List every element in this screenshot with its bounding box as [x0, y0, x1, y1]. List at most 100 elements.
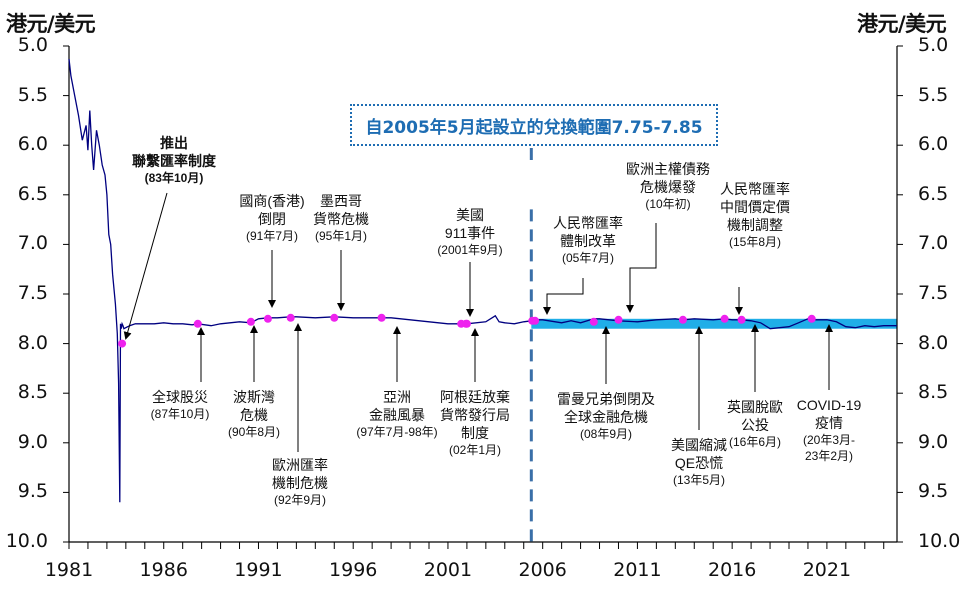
annotation-line: 聯繫匯率制度 — [132, 153, 216, 169]
y-tick-label: 10.0 — [5, 530, 48, 552]
event-marker — [528, 316, 537, 325]
annotation-line: 亞洲 — [382, 389, 411, 405]
annotation-line: 機制危機 — [272, 475, 328, 491]
annotation-date: (91年7月) — [245, 229, 299, 243]
y-tick-label: 8.5 — [17, 381, 48, 404]
annotation-arrow-euro-debt — [626, 223, 657, 313]
annotation-date: (10年初) — [645, 197, 691, 211]
y-tick-label: 7.5 — [918, 282, 949, 304]
y-tick-label: 8.0 — [17, 331, 48, 354]
y-tick-label: 8.5 — [918, 381, 949, 404]
y-tick-label: 10.0 — [918, 530, 961, 552]
x-tick-label: 1986 — [139, 559, 188, 581]
annotation-date: (08年9月) — [579, 427, 632, 441]
annotation-argentina: 阿根廷放棄 貨幣發行局 制度 (02年1月) — [440, 388, 510, 458]
annotation-line: 全球股災 — [151, 389, 208, 405]
event-marker — [589, 317, 598, 326]
convertibility-band — [531, 318, 897, 329]
y-tick-label: 6.0 — [918, 133, 949, 156]
annotation-line: 911事件 — [444, 225, 496, 241]
event-marker — [678, 315, 687, 324]
annotation-line: 雷曼兄弟倒閉及 — [557, 391, 655, 407]
annotation-line: 墨西哥 — [320, 193, 362, 209]
annotation-euro-debt: 歐洲主權債務 危機爆發 (10年初) — [626, 160, 710, 212]
x-tick-label: 1981 — [44, 559, 94, 581]
annotation-date: (87年10月) — [150, 407, 210, 421]
annotation-date: (16年6月) — [728, 435, 781, 449]
annotation-line: 歐洲主權債務 — [626, 161, 710, 177]
annotation-crash-1987: 全球股災 (87年10月) — [151, 388, 210, 422]
annotation-line: 英國脫歐 — [727, 399, 783, 415]
right-axis-unit: 港元/美元 — [857, 12, 947, 36]
annotation-brexit: 英國脫歐 公投 (16年6月) — [727, 398, 783, 450]
annotation-line: 倒閉 — [257, 211, 286, 227]
y-tick-label: 6.5 — [918, 182, 949, 205]
annotation-line: 阿根廷放棄 — [440, 389, 510, 405]
event-marker — [330, 313, 339, 322]
event-marker — [720, 314, 729, 323]
annotation-rmb-2005: 人民幣匯率 體制改革 (05年7月) — [553, 214, 623, 266]
y-tick-label: 5.0 — [918, 34, 949, 56]
event-marker — [461, 319, 470, 328]
x-tick-label: 1996 — [329, 559, 378, 581]
annotation-date: (97年7月-98年) — [356, 425, 438, 439]
annotation-arrow-rmb-2005 — [543, 278, 584, 315]
x-tick-label: 2011 — [613, 559, 662, 581]
annotation-lehman: 雷曼兄弟倒閉及 全球金融危機 (08年9月) — [557, 390, 655, 442]
annotation-rmb-2015: 人民幣匯率 中間價定價 機制調整 (15年8月) — [720, 180, 790, 250]
annotation-line: 公投 — [741, 417, 769, 433]
y-tick-label: 5.5 — [918, 83, 949, 106]
annotation-line: 人民幣匯率 — [720, 181, 790, 197]
annotation-line: 歐洲匯率 — [272, 457, 328, 473]
annotation-line: COVID-19 — [796, 397, 862, 413]
annotation-lerm: 推出 聯繫匯率制度 (83年10月) — [132, 134, 216, 186]
annotation-gulf: 波斯灣 危機 (90年8月) — [228, 388, 280, 440]
annotation-date: (13年5月) — [672, 473, 725, 487]
annotation-line: 推出 — [160, 135, 188, 151]
y-tick-label: 7.0 — [918, 232, 949, 255]
event-marker — [807, 314, 816, 323]
y-tick-label: 6.5 — [17, 182, 48, 205]
annotation-line: 美國 — [456, 207, 484, 223]
annotation-line: QE恐慌 — [674, 455, 724, 471]
annotation-date: (2001年9月) — [437, 243, 503, 257]
y-tick-label: 9.0 — [918, 430, 949, 453]
annotation-line: 波斯灣 — [232, 389, 275, 405]
event-marker — [263, 314, 272, 323]
annotation-asia: 亞洲 金融風暴 (97年7月-98年) — [356, 388, 437, 440]
annotation-line: 危機 — [239, 407, 268, 423]
annotation-line: 全球金融危機 — [564, 409, 648, 425]
annotation-date: 23年2月) — [804, 449, 854, 463]
y-tick-label: 8.0 — [918, 331, 949, 354]
event-marker — [377, 313, 386, 322]
annotation-bcci: 國商(香港) 倒閉 (91年7月) — [239, 192, 304, 244]
x-tick-label: 1991 — [234, 559, 283, 581]
annotation-line: 貨幣危機 — [313, 211, 369, 227]
annotation-line: 人民幣匯率 — [553, 215, 623, 231]
annotation-line: 機制調整 — [727, 217, 783, 233]
event-marker — [286, 313, 295, 322]
annotation-line: 危機爆發 — [640, 179, 696, 195]
annotation-line: 體制改革 — [560, 233, 616, 249]
annotation-date: (02年1月) — [448, 443, 501, 457]
annotation-date: (95年1月) — [314, 229, 367, 243]
y-tick-label: 9.5 — [17, 480, 48, 503]
y-tick-label: 7.5 — [17, 282, 48, 304]
y-tick-label: 5.5 — [17, 83, 48, 106]
annotation-line: 金融風暴 — [368, 407, 425, 423]
event-marker — [737, 315, 746, 324]
x-tick-label: 2021 — [802, 559, 852, 581]
annotation-line: 美國縮減 — [671, 437, 727, 453]
annotation-date: (15年8月) — [728, 235, 781, 249]
annotation-date: (20年3月- — [802, 433, 856, 447]
annotation-line: 國商(香港) — [239, 193, 305, 209]
convertibility-band-note: 自2005年5月起設立的兌換範圍7.75-7.85 — [350, 104, 718, 146]
annotation-arrow — [123, 192, 168, 340]
event-marker — [614, 315, 623, 324]
annotation-date: (92年9月) — [273, 493, 326, 507]
x-tick-label: 2001 — [423, 559, 473, 581]
y-tick-label: 9.0 — [17, 430, 48, 453]
annotation-line: 制度 — [461, 425, 489, 441]
annotation-line: 貨幣發行局 — [440, 407, 510, 423]
